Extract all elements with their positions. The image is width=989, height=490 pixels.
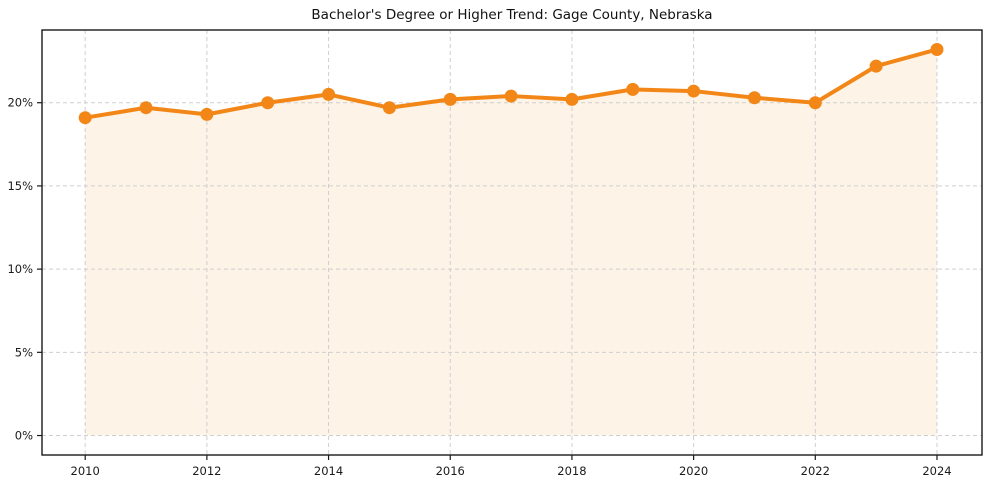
x-tick-label: 2024 [922,464,951,478]
plot-border [41,29,983,456]
data-point-2015 [382,101,396,115]
data-point-2017 [504,89,518,103]
x-tick-label: 2014 [314,464,343,478]
y-tick-label: 0% [15,429,33,443]
data-point-2019 [626,82,640,96]
data-point-2011 [139,101,153,115]
data-point-2016 [443,92,457,106]
y-tick-label: 10% [7,262,33,276]
data-point-2012 [200,107,214,121]
area-fill [85,49,937,436]
y-tick-label: 15% [7,179,33,193]
data-point-2022 [808,96,822,110]
data-point-2024 [930,42,944,56]
x-tick-label: 2010 [71,464,100,478]
data-point-2021 [747,91,761,105]
y-tick-label: 20% [7,96,33,110]
x-tick-label: 2022 [801,464,830,478]
chart-title: Bachelor's Degree or Higher Trend: Gage … [311,7,713,23]
data-point-2013 [261,96,275,110]
x-tick-label: 2012 [192,464,221,478]
x-tick-label: 2020 [679,464,708,478]
data-point-2018 [565,92,579,106]
x-tick-label: 2016 [436,464,465,478]
data-point-2010 [78,111,92,125]
y-tick-label: 5% [15,345,33,359]
data-point-2014 [322,87,336,101]
x-tick-label: 2018 [557,464,586,478]
data-point-2023 [869,59,883,73]
data-point-2020 [687,84,701,98]
